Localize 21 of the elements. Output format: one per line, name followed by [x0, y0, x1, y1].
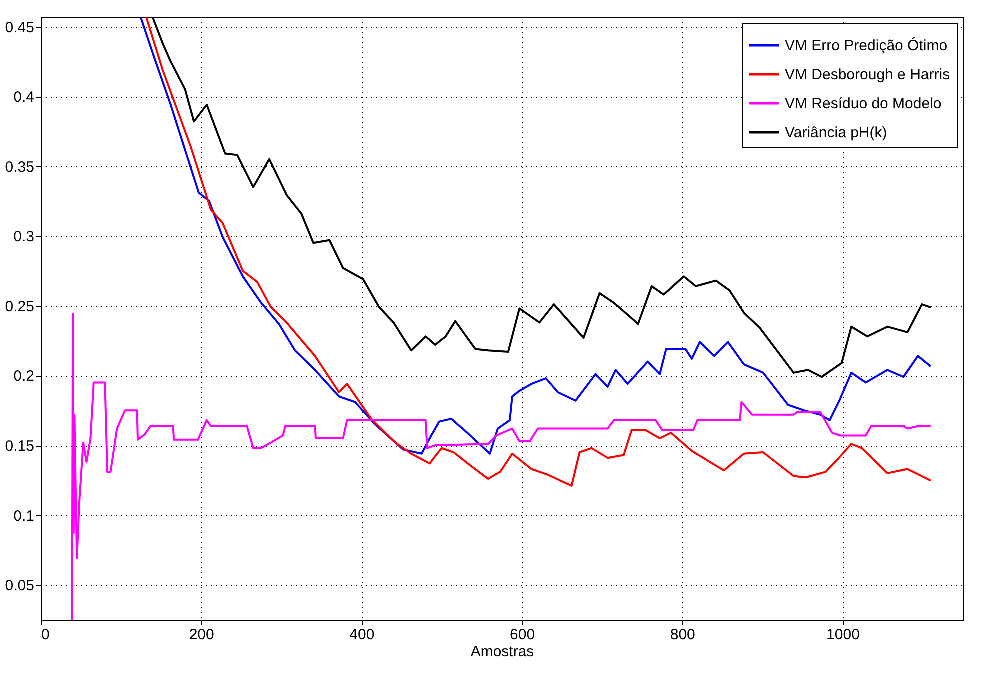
y-tick-label: 0.2 — [14, 368, 34, 386]
y-tick-label: 0.25 — [5, 298, 34, 316]
x-tick-label: 200 — [189, 626, 214, 644]
y-tick-label: 0.35 — [5, 158, 34, 176]
y-tick-label: 0.45 — [5, 19, 34, 36]
legend-label: VM Erro Predição Ótimo — [785, 36, 948, 54]
legend-label: VM Desborough e Harris — [785, 66, 950, 84]
x-tick-label: 600 — [510, 626, 536, 644]
x-tick-label: 1000 — [826, 626, 860, 644]
y-tick-label: 0.1 — [14, 508, 34, 525]
y-tick-label: 0.15 — [5, 438, 34, 456]
y-tick-label: 0.05 — [5, 578, 34, 595]
x-tick-label: 400 — [350, 626, 375, 644]
legend-label: VM Resíduo do Modelo — [785, 96, 942, 112]
legend-label: Variância pH(k) — [785, 124, 888, 142]
x-tick-label: 800 — [670, 626, 696, 644]
y-tick-label: 0.3 — [14, 228, 34, 246]
x-tick-label: 0 — [42, 626, 50, 644]
y-tick-label: 0.4 — [14, 89, 34, 106]
line-series — [71, 313, 932, 620]
x-axis-title: Amostras — [470, 644, 534, 660]
